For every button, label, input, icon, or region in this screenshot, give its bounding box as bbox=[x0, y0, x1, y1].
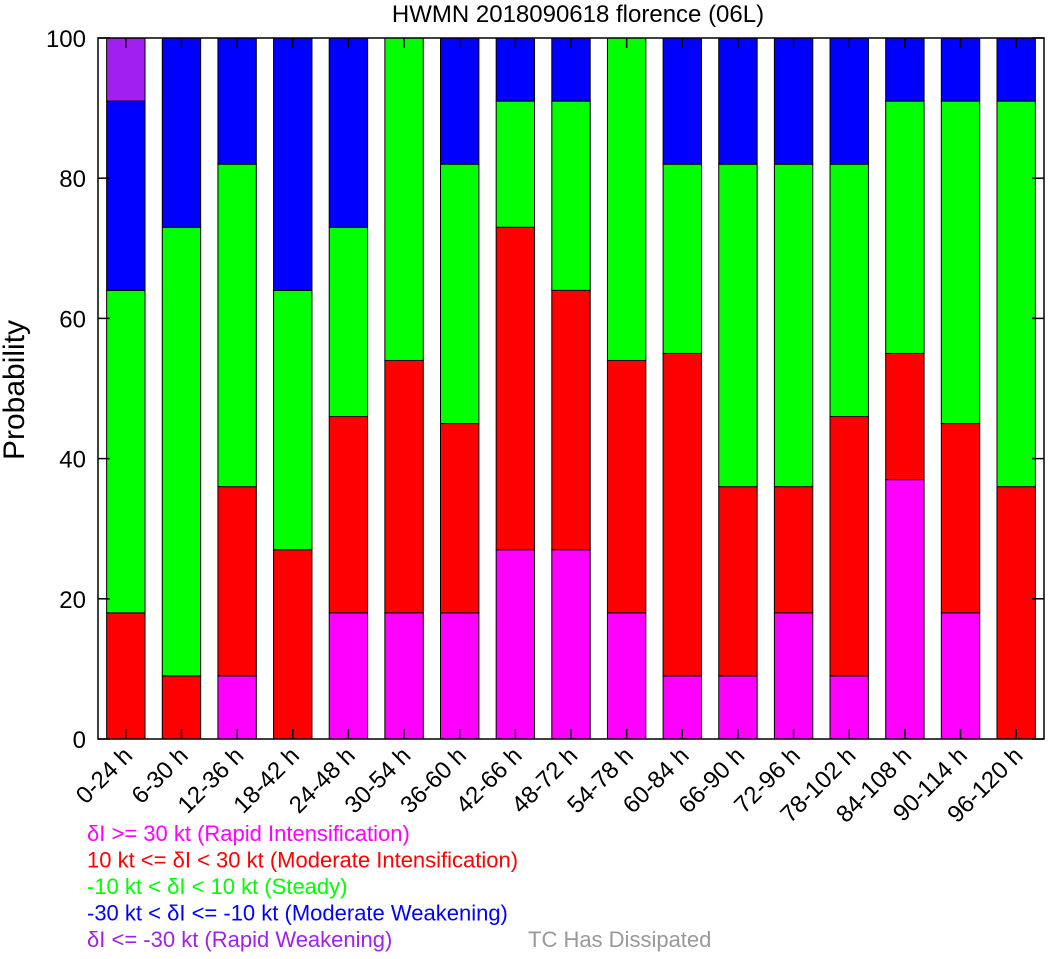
bar-segment-rw-0 bbox=[106, 37, 146, 102]
bar-segment-mi-8 bbox=[551, 289, 591, 551]
bar-segment-mw-1 bbox=[161, 37, 202, 228]
y-tick-label-60: 60 bbox=[59, 306, 86, 333]
bar-segment-mw-7 bbox=[495, 37, 536, 102]
bar-segment-steady-1 bbox=[161, 226, 202, 677]
bar-segment-steady-11 bbox=[718, 163, 758, 488]
bar-segment-steady-7 bbox=[495, 100, 536, 228]
bar-segment-mw-10 bbox=[662, 37, 702, 165]
bar-segment-mw-3 bbox=[273, 37, 313, 291]
legend-entry-0: δI >= 30 kt (Rapid Intensification) bbox=[87, 821, 410, 846]
bar-segment-mi-9 bbox=[606, 359, 647, 614]
bar-segment-ri-4 bbox=[328, 612, 369, 740]
bar-segment-steady-5 bbox=[384, 37, 424, 361]
bar-segment-mi-11 bbox=[718, 486, 758, 677]
bar-segment-steady-16 bbox=[996, 100, 1036, 488]
legend-entry-2: -10 kt < δI < 10 kt (Steady) bbox=[87, 874, 347, 899]
bars-group bbox=[106, 37, 1036, 740]
bar-segment-mi-13 bbox=[829, 416, 869, 677]
bar-segment-ri-8 bbox=[551, 549, 591, 740]
bar-segment-ri-5 bbox=[384, 612, 424, 740]
bar-segment-ri-14 bbox=[885, 479, 925, 740]
bar-segment-steady-9 bbox=[606, 37, 647, 361]
legend-entry-3: -30 kt < δI <= -10 kt (Moderate Weakenin… bbox=[87, 901, 508, 926]
bar-segment-steady-2 bbox=[217, 163, 257, 488]
bar-segment-ri-7 bbox=[495, 549, 536, 740]
bar-segment-mw-0 bbox=[106, 100, 146, 291]
bar-segment-mw-13 bbox=[829, 37, 869, 165]
bar-segment-mi-1 bbox=[161, 675, 202, 740]
bar-segment-steady-12 bbox=[773, 163, 814, 488]
bar-segment-mi-5 bbox=[384, 359, 424, 614]
bar-segment-mi-3 bbox=[273, 549, 313, 740]
bar-segment-steady-15 bbox=[940, 100, 981, 425]
bar-segment-mw-15 bbox=[940, 37, 981, 102]
bar-segment-ri-6 bbox=[440, 612, 480, 740]
bar-segment-steady-3 bbox=[273, 289, 313, 551]
bar-segment-steady-14 bbox=[885, 100, 925, 354]
y-tick-label-0: 0 bbox=[73, 727, 86, 754]
legend-entry-1: 10 kt <= δI < 30 kt (Moderate Intensific… bbox=[87, 848, 518, 873]
bar-segment-mw-8 bbox=[551, 37, 591, 102]
bar-segment-mi-2 bbox=[217, 486, 257, 677]
bar-segment-mi-7 bbox=[495, 226, 536, 551]
bar-segment-steady-4 bbox=[328, 226, 369, 418]
bar-segment-mw-2 bbox=[217, 37, 257, 165]
bar-segment-mi-0 bbox=[106, 612, 146, 740]
y-tick-label-40: 40 bbox=[59, 447, 86, 474]
bar-segment-mi-15 bbox=[940, 423, 981, 614]
bar-segment-mw-14 bbox=[885, 37, 925, 102]
bar-segment-mw-16 bbox=[996, 37, 1036, 102]
y-axis-label: Probability bbox=[0, 320, 31, 460]
y-tick-label-20: 20 bbox=[59, 587, 86, 614]
bar-segment-mw-12 bbox=[773, 37, 814, 165]
bar-segment-steady-6 bbox=[440, 163, 480, 425]
y-tick-label-100: 100 bbox=[46, 26, 86, 53]
bar-segment-steady-13 bbox=[829, 163, 869, 418]
bar-segment-ri-9 bbox=[606, 612, 647, 740]
bar-segment-ri-15 bbox=[940, 612, 981, 740]
bar-segment-steady-10 bbox=[662, 163, 702, 354]
legend-dissipated: TC Has Dissipated bbox=[528, 927, 711, 952]
chart-title: HWMN 2018090618 florence (06L) bbox=[392, 1, 764, 28]
bar-segment-mi-12 bbox=[773, 486, 814, 614]
legend: δI >= 30 kt (Rapid Intensification)10 kt… bbox=[87, 821, 711, 952]
y-tick-label-80: 80 bbox=[59, 166, 86, 193]
bar-segment-mi-14 bbox=[885, 352, 925, 481]
bar-segment-mw-4 bbox=[328, 37, 369, 228]
bar-segment-ri-10 bbox=[662, 675, 702, 740]
bar-segment-mi-6 bbox=[440, 423, 480, 614]
bar-segment-mw-6 bbox=[440, 37, 480, 165]
bar-segment-ri-12 bbox=[773, 612, 814, 740]
bar-segment-mi-4 bbox=[328, 416, 369, 614]
bar-segment-mi-10 bbox=[662, 352, 702, 677]
bar-segment-steady-0 bbox=[106, 289, 146, 614]
bar-segment-mi-16 bbox=[996, 486, 1036, 740]
bar-segment-steady-8 bbox=[551, 100, 591, 291]
bar-segment-mw-11 bbox=[718, 37, 758, 165]
legend-entry-4: δI <= -30 kt (Rapid Weakening) bbox=[87, 927, 392, 952]
bar-segment-ri-13 bbox=[829, 675, 869, 740]
